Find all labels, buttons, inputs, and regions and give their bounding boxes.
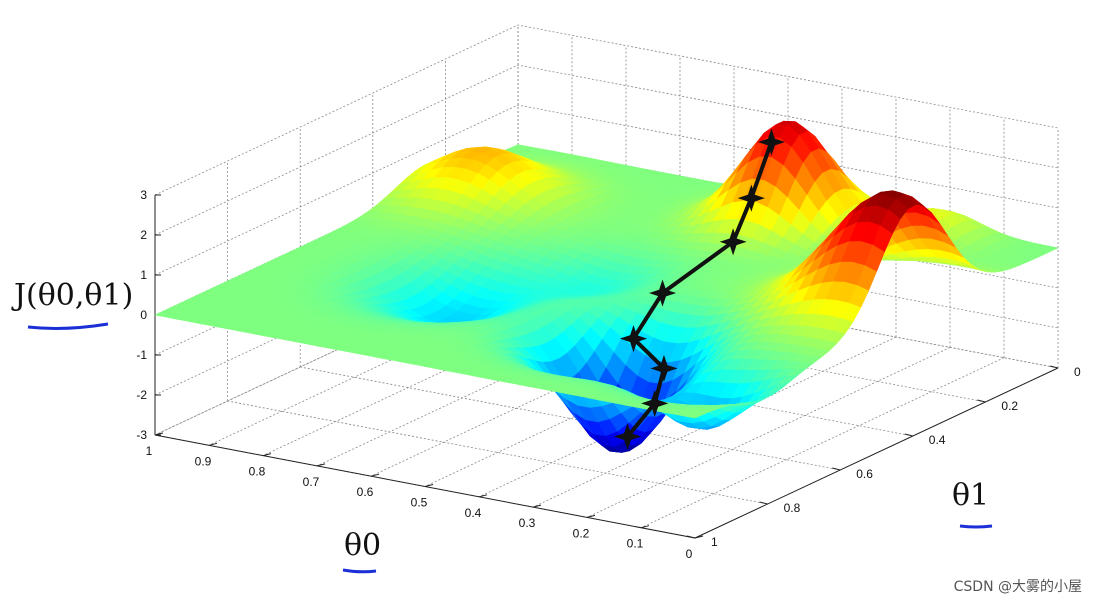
descent-step-marker [619,325,648,353]
descent-step-marker [737,184,765,212]
x-tick-label: 0.6 [357,485,374,499]
descent-step-marker [650,354,678,383]
x-tick-label: 0.4 [465,506,482,520]
z-tick-label: -2 [136,388,147,402]
y-tick-mark [977,399,986,403]
x-axis-label: θ0 [344,528,381,563]
x-tick-mark [640,525,650,529]
x-tick-label: 1 [146,444,153,458]
x-tick-mark [532,504,542,508]
y-tick-label: 0.6 [856,467,873,481]
y-tick-label: 0.8 [784,501,801,515]
x-tick-label: 0.5 [411,496,428,510]
z-tick-label: 1 [140,268,147,282]
y-axis-label-underline [959,524,993,529]
x-tick-mark [316,463,326,467]
z-tick-label: 0 [140,308,147,322]
y-tick-mark [832,467,841,471]
x-tick-mark [586,514,596,518]
x-tick-mark [478,494,488,498]
x-tick-label: 0 [686,547,693,561]
x-tick-label: 0.9 [195,454,212,468]
x-tick-label: 0.3 [519,516,536,530]
x-tick-label: 0.8 [249,465,266,479]
x-tick-label: 0.2 [573,526,590,540]
gradient-descent-path [613,128,786,451]
y-axis-line [694,367,1059,539]
grid-line [640,357,1005,529]
z-tick-label: 3 [140,188,147,202]
y-tick-label: 1 [711,535,718,549]
x-tick-mark [262,453,272,457]
z-tick-label: -1 [136,348,147,362]
x-tick-label: 0.1 [627,537,644,551]
z-tick-label: 2 [140,228,147,242]
x-tick-mark [370,473,380,477]
y-axis-label: θ1 [952,478,989,513]
surface-patch [682,412,704,419]
y-tick-label: 0 [1074,365,1081,379]
grid-line [154,264,519,436]
x-axis-label-underline [342,568,377,574]
y-tick-mark [686,535,696,539]
descent-step-marker [613,422,642,451]
y-tick-label: 0.2 [1001,399,1018,413]
descent-step-marker [719,228,747,256]
descent-step-marker [757,128,786,156]
x-tick-mark [154,432,164,436]
watermark: CSDN @大雾的小屋 [953,579,1082,595]
cost-surface [154,120,1059,453]
x-tick-mark [424,484,434,487]
z-axis-label-underline [27,322,109,330]
x-tick-mark [208,442,218,446]
z-axis-label: J(θ0,θ1) [11,278,133,313]
z-tick-label: -3 [136,428,147,442]
y-tick-mark [904,433,913,437]
y-tick-mark [759,501,768,505]
y-tick-label: 0.4 [929,433,946,447]
grid-line [208,274,573,446]
grid-line [586,347,951,518]
descent-step-marker [641,389,669,417]
grid-line [154,24,1059,196]
axis-labels: J(θ0,θ1) θ0 θ1 [11,278,993,574]
x-tick-label: 0.7 [303,475,320,489]
y-tick-mark [1049,365,1059,369]
descent-step-marker [648,279,677,307]
x-tick-mark [694,535,704,539]
